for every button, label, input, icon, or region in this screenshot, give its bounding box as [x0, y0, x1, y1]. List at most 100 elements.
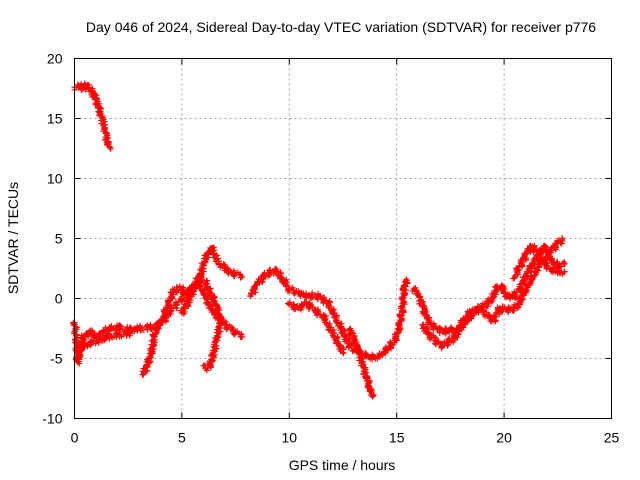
data-point [503, 306, 510, 313]
data-point [204, 365, 211, 372]
data-point [363, 353, 370, 360]
data-point [548, 266, 555, 273]
data-point [403, 276, 410, 283]
grid [74, 58, 612, 419]
data-point [535, 252, 542, 259]
data-point [178, 309, 185, 316]
y-tick-label: 0 [55, 291, 63, 307]
data-point [503, 293, 510, 300]
data-point [535, 263, 542, 270]
data-point [490, 317, 497, 324]
data-point [458, 324, 465, 331]
data-point [359, 360, 366, 367]
data-point [342, 333, 349, 340]
data-point [329, 329, 336, 336]
data-point [254, 281, 261, 288]
data-point [159, 315, 166, 322]
data-point [114, 331, 121, 338]
data-point [346, 326, 353, 333]
data-point [104, 139, 111, 146]
data-point [76, 350, 83, 357]
series-arc5 [178, 270, 225, 374]
track [510, 242, 568, 282]
data-point [196, 272, 203, 279]
data-point [273, 267, 280, 274]
data-point [103, 333, 110, 340]
series-arc3 [77, 325, 139, 352]
data-point [419, 302, 426, 309]
data-point [191, 283, 198, 290]
track [419, 235, 566, 352]
data-point [125, 330, 132, 337]
data-point [318, 295, 325, 302]
data-point [228, 269, 235, 276]
data-point [320, 314, 327, 321]
data-point [509, 294, 516, 301]
data-point [561, 260, 568, 267]
data-point [163, 305, 170, 312]
data-point [247, 293, 254, 300]
data-point [337, 324, 344, 331]
data-point [522, 273, 529, 280]
data-point [312, 291, 319, 298]
data-point [471, 309, 478, 316]
data-point [483, 312, 490, 319]
data-point [202, 279, 209, 286]
data-point [490, 293, 497, 300]
plot-frame [74, 58, 612, 419]
data-point [333, 317, 340, 324]
data-point [106, 144, 113, 151]
data-point [213, 257, 220, 264]
data-point [399, 307, 406, 314]
x-tick-label: 5 [178, 430, 186, 446]
data-point [494, 283, 501, 290]
x-tick-label: 0 [71, 430, 79, 446]
x-tick-label: 15 [389, 430, 405, 446]
data-point [279, 276, 286, 283]
data-point [516, 300, 523, 307]
series-arc11 [510, 242, 568, 282]
data-point [206, 289, 213, 296]
data-point [200, 362, 207, 369]
data-point [213, 337, 220, 344]
data-point [522, 285, 529, 292]
data-point [529, 261, 536, 268]
data-point [445, 338, 452, 345]
data-point [292, 289, 299, 296]
data-point [363, 374, 370, 381]
data-point [548, 247, 555, 254]
series-arc7 [285, 298, 347, 357]
data-point [498, 284, 505, 291]
data-point [114, 324, 121, 331]
chart-title: Day 046 of 2024, Sidereal Day-to-day VTE… [86, 19, 596, 35]
data-point [286, 285, 293, 292]
y-tick-label: 15 [47, 111, 63, 127]
data-point [428, 321, 435, 328]
data-point [401, 285, 408, 292]
data-point [554, 240, 561, 247]
data-point [155, 321, 162, 328]
tick-labels: 0 5 10 15 20 25 -10 -5 0 5 10 15 20 [42, 51, 619, 446]
data-point [144, 361, 151, 368]
data-point [561, 269, 568, 276]
y-tick-label: -5 [50, 351, 63, 367]
data-point [75, 83, 82, 90]
y-tick-label: -10 [42, 411, 62, 427]
data-point [146, 324, 153, 331]
x-tick-label: 10 [282, 430, 298, 446]
y-tick-label: 20 [47, 51, 63, 67]
data-point [299, 291, 306, 298]
data-point [410, 285, 417, 292]
track [285, 298, 347, 357]
data-point [464, 317, 471, 324]
data-point [260, 273, 267, 280]
data-point [178, 295, 185, 302]
track [247, 265, 411, 363]
data-point [516, 264, 523, 271]
data-point [97, 108, 104, 115]
data-point [434, 326, 441, 333]
data-point [232, 329, 239, 336]
data-point [221, 265, 228, 272]
data-point [541, 242, 548, 249]
